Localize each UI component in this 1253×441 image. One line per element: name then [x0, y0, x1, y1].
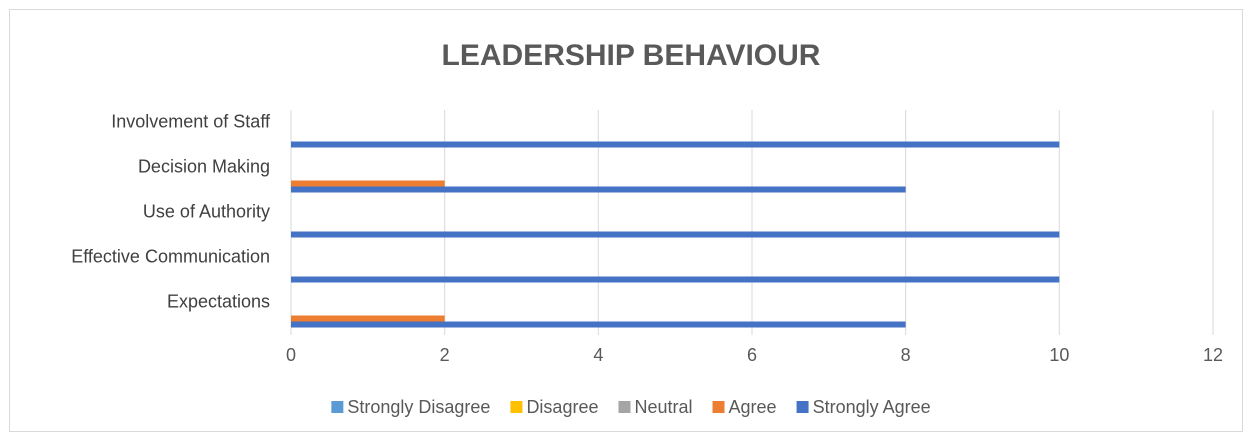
- category-label: Effective Communication: [71, 246, 270, 266]
- bar: [291, 141, 1060, 148]
- legend-swatch: [796, 401, 809, 413]
- bar: [291, 186, 906, 193]
- legend-swatch: [331, 401, 344, 413]
- legend-label: Strongly Disagree: [347, 397, 490, 417]
- legend-label: Agree: [729, 397, 777, 417]
- x-tick-label: 12: [1203, 345, 1223, 365]
- chart-frame: [9, 9, 1243, 432]
- x-tick-label: 2: [440, 345, 450, 365]
- legend-label: Neutral: [634, 397, 692, 417]
- x-tick-label: 6: [747, 345, 757, 365]
- legend-swatch: [618, 401, 631, 413]
- x-tick-label: 8: [901, 345, 911, 365]
- x-tick-label: 0: [286, 345, 296, 365]
- legend-label: Disagree: [526, 397, 598, 417]
- bar: [291, 321, 906, 328]
- category-label: Decision Making: [138, 156, 270, 176]
- legend-swatch: [712, 401, 725, 413]
- chart-title: LEADERSHIP BEHAVIOUR: [442, 39, 821, 72]
- x-tick-label: 4: [593, 345, 603, 365]
- category-label: Involvement of Staff: [111, 111, 271, 131]
- bar: [291, 315, 445, 322]
- legend-swatch: [510, 401, 523, 413]
- category-label: Expectations: [167, 291, 270, 311]
- legend-label: Strongly Agree: [813, 397, 931, 417]
- x-tick-label: 10: [1049, 345, 1069, 365]
- bar: [291, 231, 1060, 238]
- bar: [291, 180, 445, 187]
- bar: [291, 276, 1060, 283]
- category-label: Use of Authority: [143, 201, 270, 221]
